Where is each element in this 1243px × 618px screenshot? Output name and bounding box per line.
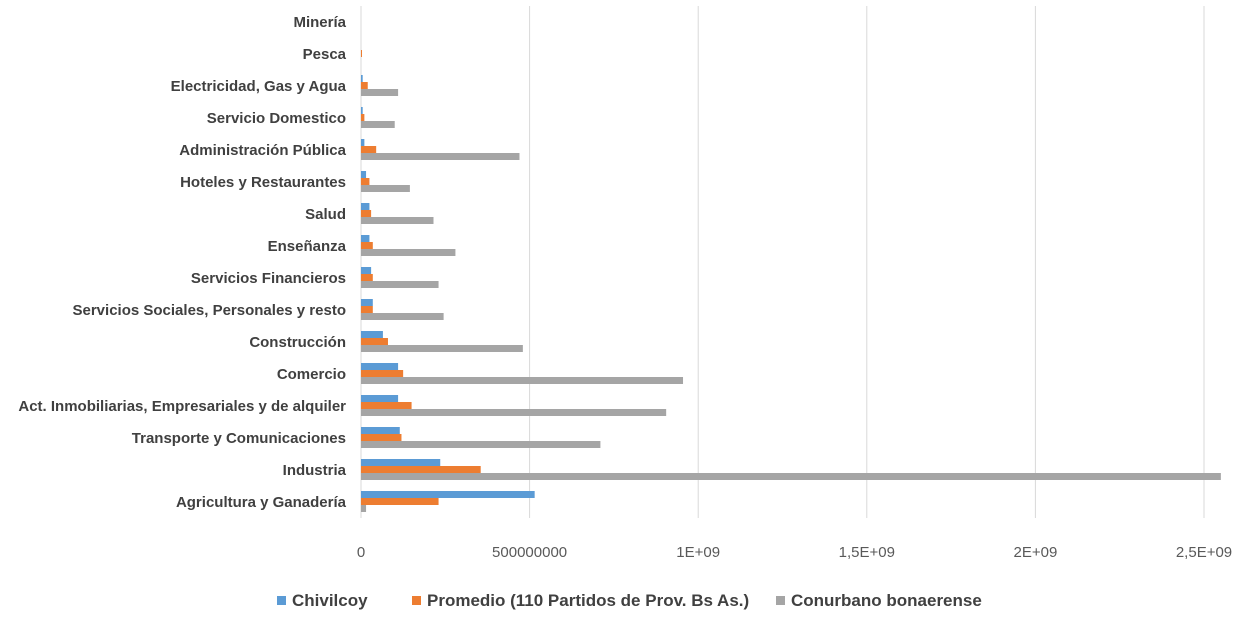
bar-promedio: [361, 338, 388, 345]
x-tick-label: 2,5E+09: [1176, 544, 1232, 561]
category-label: Hoteles y Restaurantes: [180, 174, 346, 191]
bar-conurbano: [361, 281, 439, 288]
bar-conurbano: [361, 249, 456, 256]
bar-promedio: [361, 210, 372, 217]
category-label: Servicio Domestico: [207, 110, 346, 127]
bar-conurbano: [361, 185, 410, 192]
category-label: Minería: [293, 14, 346, 31]
bar-chivilcoy: [361, 139, 365, 146]
legend-swatch: [277, 596, 286, 605]
category-label: Electricidad, Gas y Agua: [171, 78, 347, 95]
bar-conurbano: [361, 121, 395, 128]
bar-conurbano: [361, 313, 444, 320]
bar-chivilcoy: [361, 459, 441, 466]
bar-chivilcoy: [361, 427, 400, 434]
bar-promedio: [361, 434, 402, 441]
legend-label: Chivilcoy: [292, 591, 368, 610]
category-label: Transporte y Comunicaciones: [132, 430, 346, 447]
legend-label: Conurbano bonaerense: [791, 591, 982, 610]
bar-conurbano: [361, 473, 1221, 480]
category-label: Salud: [305, 206, 346, 223]
x-tick-label: 0: [357, 544, 365, 561]
legend-swatch: [776, 596, 785, 605]
bar-promedio: [361, 498, 439, 505]
bar-promedio: [361, 370, 404, 377]
x-tick-label: 2E+09: [1014, 544, 1058, 561]
bar-chivilcoy: [361, 235, 370, 242]
category-label: Agricultura y Ganadería: [176, 494, 347, 511]
x-axis-tick-labels: 0 500000000 1E+09 1,5E+09 2E+09 2,5E+09: [357, 544, 1232, 561]
category-label: Servicios Sociales, Personales y resto: [73, 302, 347, 319]
bar-chivilcoy: [361, 75, 363, 82]
bar-conurbano: [361, 409, 667, 416]
category-label: Act. Inmobiliarias, Empresariales y de a…: [18, 398, 346, 415]
bar-chivilcoy: [361, 331, 383, 338]
category-label: Servicios Financieros: [191, 270, 346, 287]
bar-promedio: [361, 466, 481, 473]
bar-conurbano: [361, 345, 523, 352]
bar-promedio: [361, 50, 363, 57]
category-label: Construcción: [249, 334, 346, 351]
bar-promedio: [361, 306, 373, 313]
bar-promedio: [361, 402, 412, 409]
category-label: Enseñanza: [268, 238, 347, 255]
bar-promedio: [361, 82, 368, 89]
bar-conurbano: [361, 377, 684, 384]
bar-conurbano: [361, 441, 601, 448]
bar-conurbano: [361, 153, 520, 160]
bar-conurbano: [361, 505, 367, 512]
x-tick-label: 1,5E+09: [839, 544, 895, 561]
bar-chivilcoy: [361, 267, 372, 274]
bar-chivilcoy: [361, 171, 367, 178]
bar-promedio: [361, 178, 370, 185]
category-label: Industria: [283, 462, 347, 479]
bar-chivilcoy: [361, 299, 373, 306]
bar-promedio: [361, 242, 373, 249]
bar-promedio: [361, 146, 377, 153]
category-label: Comercio: [277, 366, 346, 383]
bar-chivilcoy: [361, 203, 370, 210]
bar-chivilcoy: [361, 395, 399, 402]
bar-conurbano: [361, 89, 399, 96]
bar-chivilcoy: [361, 363, 399, 370]
bar-promedio: [361, 114, 365, 121]
x-tick-label: 500000000: [492, 544, 567, 561]
legend-label: Promedio (110 Partidos de Prov. Bs As.): [427, 591, 749, 610]
bars: [361, 50, 1221, 512]
bar-promedio: [361, 274, 373, 281]
x-tick-label: 1E+09: [676, 544, 720, 561]
category-label: Pesca: [303, 46, 347, 63]
category-labels: Minería Pesca Electricidad, Gas y Agua Serv…: [18, 14, 346, 511]
bar-conurbano: [361, 217, 434, 224]
bar-chivilcoy: [361, 107, 363, 114]
bar-chivilcoy: [361, 491, 535, 498]
legend: Chivilcoy Promedio (110 Partidos de Prov.…: [277, 591, 982, 610]
category-label: Administración Pública: [179, 142, 346, 159]
legend-swatch: [412, 596, 421, 605]
